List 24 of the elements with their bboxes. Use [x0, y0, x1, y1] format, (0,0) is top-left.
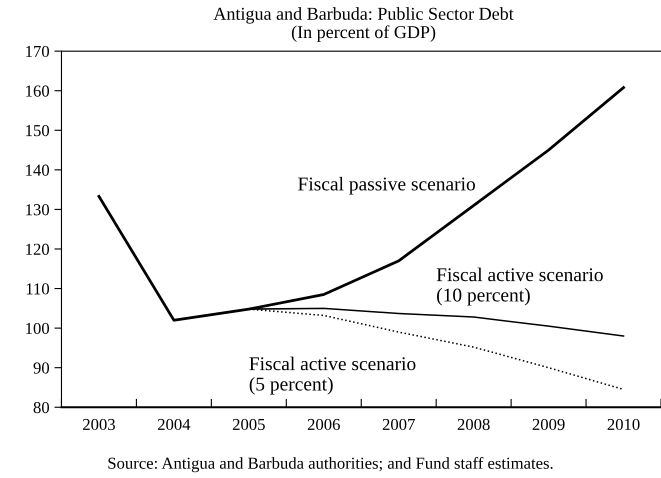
chart-subtitle: (In percent of GDP) [292, 25, 436, 42]
x-tick-label: 2009 [532, 418, 565, 430]
x-tick-label: 2007 [382, 418, 415, 430]
y-tick-label: 120 [26, 244, 50, 255]
x-tick-label: 2005 [232, 418, 265, 430]
y-tick-label: 100 [26, 322, 50, 334]
y-tick-label: 170 [26, 46, 50, 58]
series-label: Fiscal active scenario (5 percent) [249, 356, 416, 395]
x-tick-label: 2008 [458, 418, 490, 430]
x-tick-label: 2010 [608, 418, 640, 430]
y-tick-label: 130 [26, 204, 50, 216]
y-tick-label: 160 [26, 85, 50, 97]
y-tick-label: 150 [26, 124, 50, 136]
y-tick-label: 140 [26, 164, 50, 176]
source-note: Source: Antigua and Barbuda authorities; and Fund staff estimates. [108, 456, 553, 472]
y-tick-label: 80 [34, 402, 50, 414]
x-tick-label: 2003 [83, 418, 115, 430]
series-label: Fiscal active scenario (10 percent) [436, 268, 603, 306]
y-tick-label: 90 [34, 362, 50, 374]
chart-title: Antigua and Barbuda: Public Sector Debt [214, 7, 514, 24]
y-tick-label: 110 [26, 283, 50, 294]
x-tick-label: 2004 [158, 418, 190, 430]
series-label: Fiscal passive scenario [298, 176, 475, 194]
x-tick-label: 2006 [308, 418, 340, 430]
